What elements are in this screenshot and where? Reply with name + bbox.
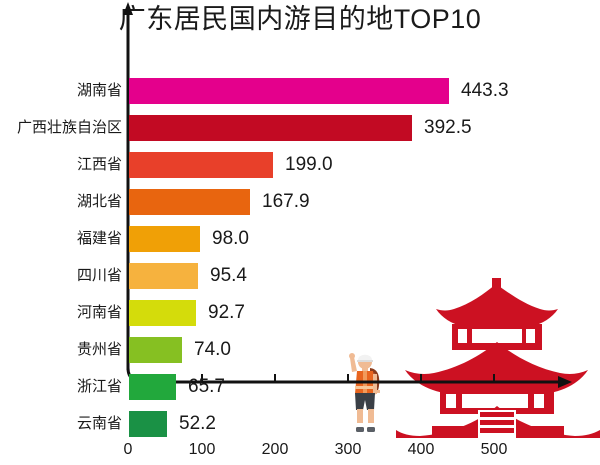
value-label: 199.0 [285, 154, 333, 175]
bar-wrapper [129, 411, 167, 437]
x-tick-label: 400 [407, 441, 435, 458]
bar[interactable] [129, 411, 167, 437]
category-label: 福建省 [76, 230, 122, 247]
bar-row[interactable]: 江西省 199.0 [0, 150, 600, 180]
bar-row[interactable]: 湖南省 443.3 [0, 76, 600, 106]
x-axis-arrow [558, 376, 572, 388]
bar[interactable] [129, 78, 449, 104]
category-label: 广西壮族自治区 [16, 119, 122, 136]
bar-wrapper [129, 374, 176, 400]
bar-wrapper [129, 152, 273, 178]
bar-wrapper [129, 226, 200, 252]
category-label: 江西省 [76, 156, 122, 173]
bar-row[interactable]: 福建省 98.0 [0, 224, 600, 254]
bar[interactable] [129, 337, 182, 363]
bar[interactable] [129, 300, 196, 326]
category-label: 湖南省 [76, 82, 122, 99]
plot-area: 湖南省 443.3 广西壮族自治区 392.5 江西省 199.0 湖北省 [0, 60, 600, 440]
value-label: 443.3 [461, 80, 509, 101]
bar[interactable] [129, 374, 176, 400]
category-label: 四川省 [76, 267, 122, 284]
x-tick-label: 300 [334, 441, 362, 458]
bar-wrapper [129, 300, 196, 326]
x-tick-label: 200 [261, 441, 289, 458]
bar-row[interactable]: 湖北省 167.9 [0, 187, 600, 217]
value-label: 167.9 [262, 191, 310, 212]
bar-wrapper [129, 115, 412, 141]
bar-wrapper [129, 337, 182, 363]
bar-row[interactable]: 四川省 95.4 [0, 261, 600, 291]
bar-row[interactable]: 云南省 52.2 [0, 409, 600, 439]
bar-wrapper [129, 189, 250, 215]
value-label: 98.0 [212, 228, 249, 249]
bar-row[interactable]: 浙江省 65.7 [0, 372, 600, 402]
bar[interactable] [129, 263, 198, 289]
bar[interactable] [129, 152, 273, 178]
value-label: 92.7 [208, 302, 245, 323]
category-label: 云南省 [76, 415, 122, 432]
x-axis-ticks [201, 374, 495, 382]
x-tick-label: 0 [123, 441, 133, 458]
bar-row[interactable]: 广西壮族自治区 392.5 [0, 113, 600, 143]
category-label: 湖北省 [76, 193, 122, 210]
value-label: 65.7 [188, 376, 225, 397]
red-pagoda-illustration [396, 278, 600, 438]
hiker-illustration [344, 342, 388, 434]
bar[interactable] [129, 226, 200, 252]
bar[interactable] [129, 115, 412, 141]
value-label: 95.4 [210, 265, 247, 286]
x-tick-label: 500 [480, 441, 508, 458]
value-label: 52.2 [179, 413, 216, 434]
category-label: 贵州省 [76, 341, 122, 358]
bar-row[interactable]: 河南省 92.7 [0, 298, 600, 328]
bar-row[interactable]: 贵州省 74.0 [0, 335, 600, 365]
category-label: 浙江省 [76, 378, 122, 395]
bar-wrapper [129, 263, 198, 289]
value-label: 74.0 [194, 339, 231, 360]
y-axis-arrow [123, 2, 133, 15]
bar-wrapper [129, 78, 449, 104]
category-label: 河南省 [76, 304, 122, 321]
bar[interactable] [129, 189, 250, 215]
value-label: 392.5 [424, 117, 472, 138]
chart-title: 广东居民国内游目的地TOP10 [118, 4, 482, 34]
x-tick-label: 100 [188, 441, 216, 458]
